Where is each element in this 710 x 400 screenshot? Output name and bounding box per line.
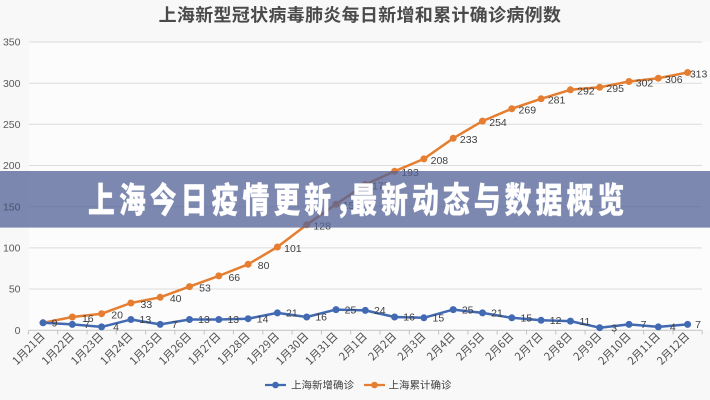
svg-text:12: 12 bbox=[550, 315, 562, 327]
svg-text:208: 208 bbox=[431, 155, 449, 167]
svg-text:295: 295 bbox=[606, 83, 624, 95]
svg-text:250: 250 bbox=[3, 119, 21, 131]
svg-text:7: 7 bbox=[641, 319, 647, 331]
svg-text:269: 269 bbox=[519, 105, 537, 117]
svg-text:7: 7 bbox=[695, 319, 701, 331]
svg-text:281: 281 bbox=[548, 95, 566, 107]
svg-text:101: 101 bbox=[284, 243, 302, 255]
svg-text:4: 4 bbox=[113, 322, 119, 334]
svg-text:25: 25 bbox=[345, 304, 357, 316]
svg-text:233: 233 bbox=[460, 134, 478, 146]
svg-text:306: 306 bbox=[665, 74, 683, 86]
svg-text:292: 292 bbox=[577, 86, 595, 98]
svg-text:66: 66 bbox=[228, 272, 240, 284]
svg-text:0: 0 bbox=[15, 325, 21, 337]
svg-text:21: 21 bbox=[491, 308, 503, 320]
svg-text:302: 302 bbox=[636, 77, 654, 89]
svg-text:3: 3 bbox=[611, 322, 617, 334]
svg-text:150: 150 bbox=[3, 201, 21, 213]
svg-text:4: 4 bbox=[670, 322, 676, 334]
svg-text:11: 11 bbox=[579, 316, 590, 328]
svg-text:16: 16 bbox=[82, 313, 94, 325]
svg-text:20: 20 bbox=[111, 310, 123, 322]
svg-text:100: 100 bbox=[3, 243, 21, 255]
svg-text:13: 13 bbox=[140, 314, 152, 326]
svg-text:200: 200 bbox=[3, 160, 21, 172]
svg-text:33: 33 bbox=[141, 299, 153, 311]
svg-text:50: 50 bbox=[9, 284, 21, 296]
svg-text:16: 16 bbox=[315, 312, 327, 324]
svg-text:40: 40 bbox=[170, 293, 182, 305]
svg-text:7: 7 bbox=[172, 319, 178, 331]
svg-text:9: 9 bbox=[52, 318, 58, 330]
svg-text:53: 53 bbox=[199, 283, 211, 295]
svg-text:350: 350 bbox=[3, 37, 21, 49]
svg-text:16: 16 bbox=[403, 312, 415, 324]
svg-text:300: 300 bbox=[3, 78, 21, 90]
svg-text:25: 25 bbox=[462, 304, 474, 316]
svg-text:80: 80 bbox=[258, 260, 270, 272]
svg-text:13: 13 bbox=[227, 314, 239, 326]
svg-text:21: 21 bbox=[286, 308, 298, 320]
svg-text:13: 13 bbox=[198, 314, 210, 326]
svg-text:313: 313 bbox=[690, 68, 708, 80]
svg-text:15: 15 bbox=[520, 313, 532, 325]
svg-text:15: 15 bbox=[433, 313, 445, 325]
svg-text:24: 24 bbox=[374, 305, 386, 317]
svg-text:14: 14 bbox=[257, 313, 269, 325]
svg-text:254: 254 bbox=[489, 117, 507, 129]
svg-text:7: 7 bbox=[84, 319, 90, 331]
